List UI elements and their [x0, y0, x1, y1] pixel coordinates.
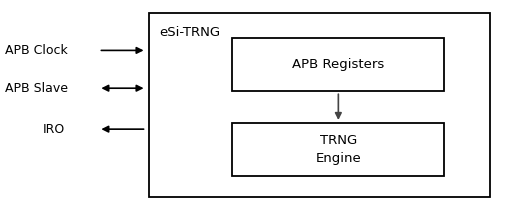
Text: APB Slave: APB Slave [5, 82, 68, 95]
Text: APB Clock: APB Clock [5, 44, 68, 57]
Text: IRO: IRO [43, 123, 65, 136]
Text: eSi-TRNG: eSi-TRNG [159, 26, 220, 39]
Bar [149, 13, 490, 197]
Text: APB Registers: APB Registers [292, 58, 384, 71]
Bar [232, 38, 444, 91]
Bar [232, 123, 444, 176]
Text: TRNG
Engine: TRNG Engine [316, 134, 361, 165]
